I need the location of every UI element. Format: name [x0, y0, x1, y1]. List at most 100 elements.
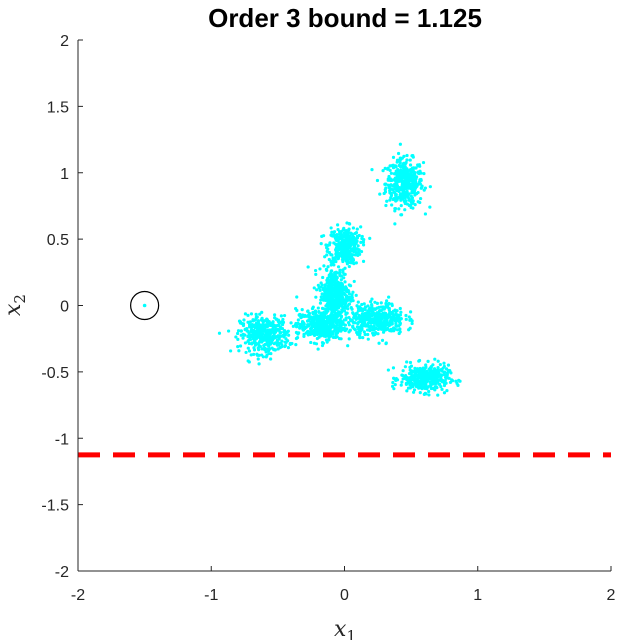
data-point	[279, 314, 283, 318]
data-point	[277, 335, 281, 340]
data-point	[342, 305, 346, 309]
data-point	[346, 230, 350, 234]
data-point	[412, 189, 416, 193]
data-point	[381, 307, 385, 311]
data-point	[244, 350, 248, 355]
data-point	[252, 334, 256, 339]
data-point	[394, 169, 398, 173]
data-point	[363, 305, 368, 309]
data-point	[362, 302, 366, 306]
data-point	[315, 288, 319, 292]
data-point	[248, 336, 252, 340]
data-point	[245, 326, 249, 331]
data-point	[385, 299, 389, 303]
data-point	[283, 340, 287, 344]
data-point	[393, 207, 398, 211]
data-point	[356, 250, 361, 254]
points-layer	[78, 142, 611, 458]
data-point	[397, 207, 401, 211]
data-point	[427, 371, 431, 375]
data-point	[359, 225, 363, 229]
data-point	[360, 234, 364, 239]
data-point	[331, 301, 335, 306]
data-point	[384, 342, 388, 346]
data-point	[319, 326, 324, 330]
data-point	[374, 331, 378, 335]
data-point	[420, 185, 424, 189]
data-point	[412, 388, 417, 392]
x-tick-label: -2	[71, 587, 85, 604]
data-point	[408, 172, 412, 177]
data-point	[379, 301, 383, 305]
data-point	[407, 371, 412, 376]
data-point	[258, 333, 262, 337]
data-point	[362, 321, 366, 325]
reference-point	[142, 303, 147, 308]
data-point	[343, 323, 348, 327]
data-point	[315, 320, 320, 324]
data-point	[272, 342, 276, 346]
data-point	[312, 341, 316, 345]
data-point	[349, 306, 353, 310]
data-point	[295, 308, 299, 313]
data-point	[326, 279, 330, 283]
data-point	[226, 329, 231, 333]
data-point	[242, 318, 246, 322]
data-point	[397, 315, 401, 320]
data-point	[350, 242, 354, 246]
data-point	[402, 195, 406, 199]
data-point	[329, 260, 333, 264]
data-point	[339, 281, 343, 285]
data-point	[393, 308, 397, 312]
data-point	[428, 185, 432, 189]
data-point	[380, 321, 384, 325]
data-point	[407, 176, 411, 180]
data-point	[405, 180, 410, 184]
data-point	[335, 271, 339, 275]
data-point	[294, 330, 299, 335]
data-point	[403, 208, 407, 212]
data-point	[273, 313, 277, 317]
data-point	[255, 325, 259, 329]
data-point	[399, 310, 403, 314]
data-point	[407, 315, 411, 319]
data-point	[351, 290, 355, 294]
data-point	[344, 252, 348, 257]
data-point	[294, 343, 298, 347]
data-point	[343, 280, 347, 284]
data-point	[392, 376, 396, 380]
data-point	[306, 265, 310, 269]
data-point	[353, 253, 357, 257]
data-point	[331, 234, 335, 238]
data-point	[410, 196, 415, 200]
data-point	[315, 326, 319, 330]
data-point	[408, 368, 412, 372]
data-point	[357, 233, 361, 238]
data-point	[384, 186, 388, 190]
data-point	[379, 327, 384, 331]
data-point	[391, 315, 395, 319]
data-point	[381, 330, 386, 334]
data-point	[413, 366, 417, 370]
data-point	[257, 348, 261, 352]
data-point	[351, 320, 355, 325]
data-point	[428, 205, 432, 209]
data-point	[281, 317, 285, 322]
data-point	[258, 323, 262, 327]
data-point	[383, 319, 388, 323]
data-point	[348, 284, 353, 288]
data-point	[366, 332, 370, 337]
data-point	[426, 359, 430, 363]
data-point	[256, 357, 260, 361]
data-point	[408, 318, 412, 322]
data-point	[270, 346, 274, 350]
data-point	[390, 203, 394, 207]
data-point	[417, 359, 421, 363]
data-point	[329, 291, 333, 295]
data-point	[250, 342, 254, 346]
data-point	[443, 379, 447, 383]
data-point	[315, 318, 319, 322]
data-point	[336, 248, 340, 252]
data-point	[266, 339, 270, 343]
